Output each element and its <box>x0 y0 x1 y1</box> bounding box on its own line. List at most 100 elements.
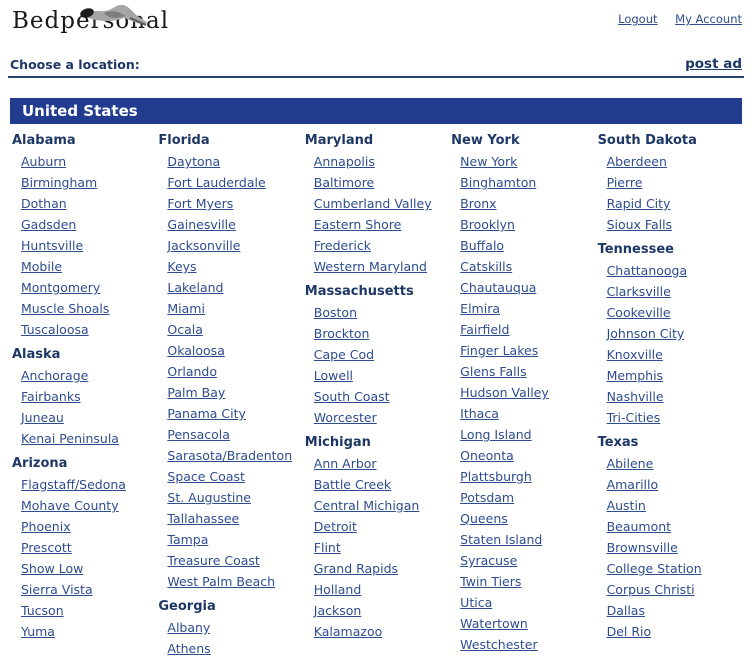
city-link[interactable]: Binghamton <box>460 175 537 190</box>
city-link[interactable]: Finger Lakes <box>460 343 539 358</box>
city-link[interactable]: Catskills <box>460 259 513 274</box>
city-link[interactable]: Eastern Shore <box>313 217 402 232</box>
city-link[interactable]: Brownsville <box>606 540 678 555</box>
city-link[interactable]: Fairfield <box>460 322 510 337</box>
city-link[interactable]: Aberdeen <box>606 154 667 169</box>
city-link[interactable]: Westchester <box>460 637 538 652</box>
city-link[interactable]: Pensacola <box>167 427 230 442</box>
city-link[interactable]: West Palm Beach <box>167 574 276 589</box>
city-link[interactable]: Brockton <box>313 326 370 341</box>
city-link[interactable]: Cape Cod <box>313 347 375 362</box>
city-link[interactable]: Western Maryland <box>313 259 427 274</box>
city-link[interactable]: Frederick <box>313 238 371 253</box>
site-logo[interactable]: Bedpersonal <box>12 4 169 34</box>
city-link[interactable]: Keys <box>167 259 197 274</box>
city-link[interactable]: Anchorage <box>21 368 89 383</box>
city-link[interactable]: Show Low <box>21 561 84 576</box>
city-link[interactable]: Flagstaff/Sedona <box>21 477 126 492</box>
city-link[interactable]: Grand Rapids <box>313 561 399 576</box>
city-link[interactable]: Tuscaloosa <box>21 322 89 337</box>
city-link[interactable]: Auburn <box>21 154 67 169</box>
city-link[interactable]: Clarksville <box>606 284 671 299</box>
city-link[interactable]: Space Coast <box>167 469 245 484</box>
city-link[interactable]: Orlando <box>167 364 218 379</box>
city-link[interactable]: Mobile <box>21 259 63 274</box>
city-link[interactable]: Cookeville <box>606 305 671 320</box>
city-link[interactable]: Glens Falls <box>460 364 527 379</box>
city-link[interactable]: Ann Arbor <box>313 456 377 471</box>
city-link[interactable]: Baltimore <box>313 175 375 190</box>
city-link[interactable]: Prescott <box>21 540 72 555</box>
city-link[interactable]: Yuma <box>21 624 55 639</box>
city-link[interactable]: Memphis <box>606 368 664 383</box>
city-link[interactable]: Tri-Cities <box>606 410 661 425</box>
city-link[interactable]: Lowell <box>313 368 354 383</box>
city-link[interactable]: Austin <box>606 498 646 513</box>
city-link[interactable]: Phoenix <box>21 519 71 534</box>
city-link[interactable]: Abilene <box>606 456 654 471</box>
city-link[interactable]: Utica <box>460 595 493 610</box>
city-link[interactable]: Gainesville <box>167 217 236 232</box>
city-link[interactable]: Staten Island <box>460 532 543 547</box>
city-link[interactable]: Cumberland Valley <box>313 196 432 211</box>
city-link[interactable]: Sioux Falls <box>606 217 673 232</box>
city-link[interactable]: Jackson <box>313 603 362 618</box>
city-link[interactable]: Palm Bay <box>167 385 226 400</box>
post-ad-link[interactable]: post ad <box>685 56 742 72</box>
city-link[interactable]: Rapid City <box>606 196 671 211</box>
city-link[interactable]: College Station <box>606 561 702 576</box>
city-link[interactable]: Tucson <box>21 603 64 618</box>
city-link[interactable]: Birmingham <box>21 175 98 190</box>
city-link[interactable]: Beaumont <box>606 519 672 534</box>
city-link[interactable]: Kalamazoo <box>313 624 383 639</box>
city-link[interactable]: Johnson City <box>606 326 685 341</box>
city-link[interactable]: Watertown <box>460 616 528 631</box>
city-link[interactable]: Long Island <box>460 427 532 442</box>
city-link[interactable]: Dothan <box>21 196 67 211</box>
my-account-link[interactable]: My Account <box>675 12 742 26</box>
city-link[interactable]: Albany <box>167 620 211 635</box>
city-link[interactable]: Knoxville <box>606 347 663 362</box>
city-link[interactable]: Daytona <box>167 154 221 169</box>
logout-link[interactable]: Logout <box>618 12 658 26</box>
city-link[interactable]: Kenai Peninsula <box>21 431 119 446</box>
city-link[interactable]: Detroit <box>313 519 357 534</box>
city-link[interactable]: Corpus Christi <box>606 582 695 597</box>
city-link[interactable]: Hudson Valley <box>460 385 549 400</box>
city-link[interactable]: Tampa <box>167 532 209 547</box>
city-link[interactable]: Jacksonville <box>167 238 241 253</box>
city-link[interactable]: Elmira <box>460 301 500 316</box>
city-link[interactable]: Bronx <box>460 196 497 211</box>
city-link[interactable]: Oneonta <box>460 448 514 463</box>
city-link[interactable]: Lakeland <box>167 280 224 295</box>
city-link[interactable]: Okaloosa <box>167 343 225 358</box>
city-link[interactable]: Fort Myers <box>167 196 234 211</box>
city-link[interactable]: Montgomery <box>21 280 101 295</box>
city-link[interactable]: Plattsburgh <box>460 469 532 484</box>
city-link[interactable]: Sarasota/Bradenton <box>167 448 293 463</box>
city-link[interactable]: Queens <box>460 511 508 526</box>
city-link[interactable]: Gadsden <box>21 217 77 232</box>
city-link[interactable]: Huntsville <box>21 238 84 253</box>
city-link[interactable]: Battle Creek <box>313 477 392 492</box>
city-link[interactable]: Dallas <box>606 603 645 618</box>
city-link[interactable]: Ocala <box>167 322 203 337</box>
city-link[interactable]: Holland <box>313 582 362 597</box>
city-link[interactable]: New York <box>460 154 518 169</box>
city-link[interactable]: Annapolis <box>313 154 375 169</box>
city-link[interactable]: Tallahassee <box>167 511 240 526</box>
city-link[interactable]: Potsdam <box>460 490 515 505</box>
city-link[interactable]: Fairbanks <box>21 389 81 404</box>
city-link[interactable]: Syracuse <box>460 553 518 568</box>
city-link[interactable]: Sierra Vista <box>21 582 93 597</box>
city-link[interactable]: Buffalo <box>460 238 505 253</box>
city-link[interactable]: Mohave County <box>21 498 119 513</box>
city-link[interactable]: Brooklyn <box>460 217 515 232</box>
city-link[interactable]: Nashville <box>606 389 664 404</box>
city-link[interactable]: Miami <box>167 301 205 316</box>
city-link[interactable]: Twin Tiers <box>460 574 522 589</box>
city-link[interactable]: Worcester <box>313 410 377 425</box>
city-link[interactable]: Treasure Coast <box>167 553 260 568</box>
city-link[interactable]: Panama City <box>167 406 246 421</box>
city-link[interactable]: Chautauqua <box>460 280 537 295</box>
